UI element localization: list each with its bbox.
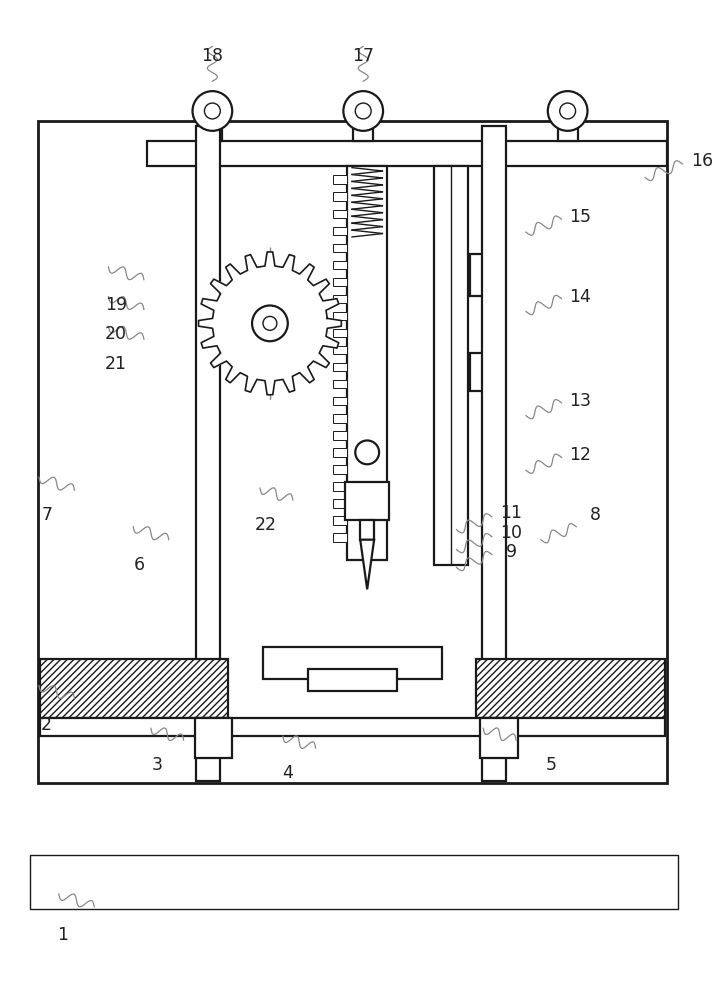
Bar — [334, 192, 347, 201]
Bar — [334, 227, 347, 235]
Text: 5: 5 — [545, 756, 556, 774]
Bar — [197, 126, 220, 781]
Circle shape — [355, 440, 379, 464]
Circle shape — [355, 103, 371, 119]
Text: 22: 22 — [255, 516, 277, 534]
Text: 21: 21 — [105, 355, 127, 373]
Bar — [40, 659, 228, 718]
Bar — [334, 499, 347, 508]
Text: 17: 17 — [352, 47, 374, 65]
Bar — [334, 533, 347, 542]
Text: 8: 8 — [590, 506, 601, 524]
Bar — [334, 346, 347, 354]
Text: 19: 19 — [105, 296, 127, 314]
Bar — [334, 210, 347, 218]
Bar — [334, 363, 347, 371]
Polygon shape — [198, 252, 342, 395]
Bar — [334, 380, 347, 388]
Bar — [334, 516, 347, 525]
Circle shape — [252, 305, 288, 341]
Bar — [334, 261, 347, 269]
Text: 3: 3 — [151, 756, 163, 774]
Bar — [558, 106, 578, 141]
Bar — [360, 520, 374, 540]
Text: 16: 16 — [692, 152, 713, 170]
Bar — [334, 244, 347, 252]
Text: 14: 14 — [570, 288, 592, 306]
Bar — [334, 414, 347, 423]
Bar — [38, 121, 667, 783]
Text: 1: 1 — [57, 926, 68, 944]
Circle shape — [560, 103, 575, 119]
Bar — [30, 855, 678, 909]
Bar — [334, 175, 347, 184]
Bar — [334, 482, 347, 491]
Bar — [334, 295, 347, 303]
Bar — [482, 126, 506, 781]
Bar — [471, 353, 500, 391]
Text: 20: 20 — [105, 325, 127, 343]
Text: 12: 12 — [570, 446, 592, 464]
Text: 4: 4 — [282, 764, 293, 782]
Circle shape — [205, 103, 220, 119]
Text: 13: 13 — [570, 392, 592, 410]
Circle shape — [344, 91, 383, 131]
Polygon shape — [360, 540, 374, 589]
Bar — [195, 718, 232, 758]
Bar — [263, 647, 441, 679]
Text: 9: 9 — [506, 543, 517, 561]
Bar — [476, 659, 665, 718]
Bar — [147, 141, 667, 166]
Bar — [353, 106, 373, 141]
Circle shape — [548, 91, 588, 131]
Bar — [334, 448, 347, 457]
Bar — [40, 718, 665, 736]
Bar — [334, 278, 347, 286]
Bar — [307, 669, 397, 691]
Bar — [202, 106, 222, 141]
Text: 10: 10 — [500, 524, 522, 542]
Text: 6: 6 — [133, 556, 145, 574]
Bar — [334, 397, 347, 405]
Bar — [334, 329, 347, 337]
Text: 15: 15 — [570, 208, 592, 226]
Circle shape — [193, 91, 232, 131]
Bar — [434, 166, 468, 565]
Bar — [471, 254, 500, 296]
Text: 7: 7 — [41, 506, 52, 524]
Bar — [334, 431, 347, 440]
Bar — [481, 718, 518, 758]
Bar — [345, 482, 389, 520]
Bar — [347, 166, 387, 560]
Text: 11: 11 — [500, 504, 522, 522]
Bar — [334, 465, 347, 474]
Text: 18: 18 — [201, 47, 223, 65]
Circle shape — [263, 316, 277, 330]
Text: 2: 2 — [41, 716, 52, 734]
Bar — [334, 312, 347, 320]
